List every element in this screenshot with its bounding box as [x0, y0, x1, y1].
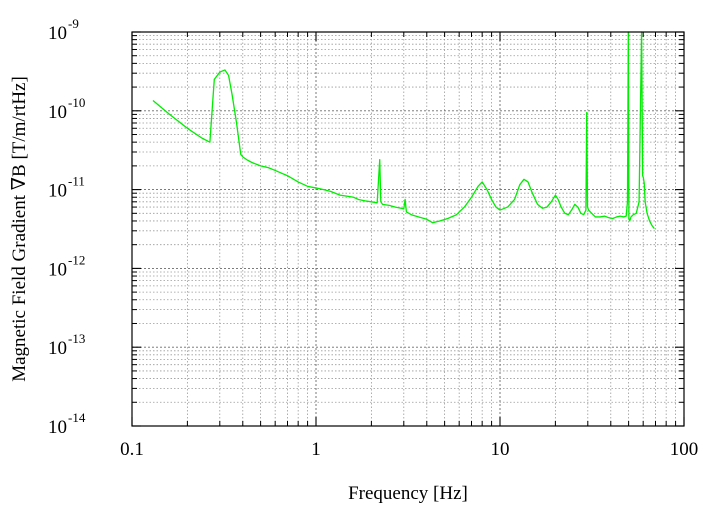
y-tick-label: 10 — [48, 259, 67, 280]
x-tick-label: 0.1 — [120, 439, 144, 460]
major-gridlines — [131, 31, 685, 427]
y-tick-label: 10 — [48, 23, 67, 44]
minor-gridlines — [132, 32, 684, 426]
y-tick-exponent: -13 — [68, 331, 85, 346]
y-tick-label: 10 — [48, 338, 67, 359]
y-tick-label: 10 — [48, 181, 67, 202]
x-tick-label: 100 — [670, 439, 699, 460]
x-tick-label: 10 — [491, 439, 510, 460]
y-tick-exponent: -10 — [68, 95, 85, 110]
series-layer — [152, 31, 655, 229]
x-axis-title: Frequency [Hz] — [348, 483, 468, 504]
axis-ticks — [131, 31, 685, 427]
plot-frame — [131, 31, 685, 427]
x-tick-label: 1 — [311, 439, 321, 460]
y-tick-label: 10 — [48, 417, 67, 438]
y-tick-label: 10 — [48, 102, 67, 123]
series-line-1 — [152, 31, 655, 229]
y-tick-exponent: -11 — [68, 174, 85, 189]
y-tick-exponent: -14 — [68, 410, 86, 425]
y-tick-exponent: -12 — [68, 252, 85, 267]
y-axis-title: Magnetic Field Gradient ∇B [T/m/rtHz] — [9, 76, 30, 382]
y-tick-exponent: -9 — [68, 16, 79, 31]
